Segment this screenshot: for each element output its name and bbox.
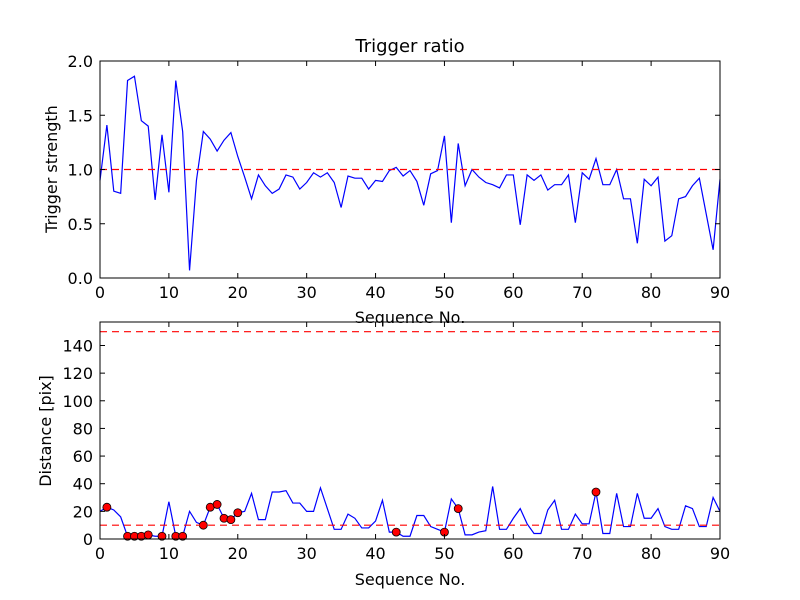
chart-title: Trigger ratio <box>354 36 464 57</box>
x-tick-label: 50 <box>434 283 454 302</box>
y-tick-label: 120 <box>62 364 93 383</box>
x-tick-label: 60 <box>503 544 523 563</box>
x-tick-label: 0 <box>95 283 105 302</box>
data-point <box>157 531 167 541</box>
x-tick-label: 70 <box>572 544 592 563</box>
x-axis-label: Sequence No. <box>355 570 466 589</box>
x-tick-label: 0 <box>95 544 105 563</box>
x-tick-label: 80 <box>641 544 661 563</box>
x-tick-label: 40 <box>365 544 385 563</box>
y-tick-label: 140 <box>62 336 93 355</box>
data-point <box>143 530 153 540</box>
data-point <box>226 515 236 525</box>
x-tick-label: 40 <box>365 283 385 302</box>
x-tick-label: 20 <box>228 544 248 563</box>
x-tick-label: 90 <box>710 544 730 563</box>
x-tick-label: 10 <box>159 544 179 563</box>
y-tick-label: 0.0 <box>68 269 93 288</box>
data-point <box>102 502 112 512</box>
y-tick-label: 60 <box>73 447 93 466</box>
data-point <box>591 487 601 497</box>
x-tick-label: 20 <box>228 283 248 302</box>
trigger-ratio-axes: Trigger ratio Sequence No. Trigger stren… <box>42 36 730 327</box>
y-axis-label: Distance [pix] <box>36 375 55 487</box>
x-tick-label: 90 <box>710 283 730 302</box>
y-tick-label: 0 <box>83 530 93 549</box>
y-tick-label: 0.5 <box>68 215 93 234</box>
y-tick-label: 40 <box>73 475 93 494</box>
y-tick-label: 1.0 <box>68 161 93 180</box>
x-tick-label: 50 <box>434 544 454 563</box>
plot-area <box>99 321 721 541</box>
x-tick-label: 60 <box>503 283 523 302</box>
x-tick-label: 30 <box>296 544 316 563</box>
x-tick-label: 10 <box>159 283 179 302</box>
tick-labels: 0 10 20 30 40 50 60 70 80 90 0 20 40 60 80 100 120 140 <box>62 322 730 563</box>
x-axis-label: Sequence No. <box>355 308 466 327</box>
y-tick-label: 1.5 <box>68 106 93 125</box>
y-axis-label: Trigger strength <box>42 105 61 234</box>
data-point <box>391 527 401 537</box>
distance-axes: Sequence No. Distance [pix] 0 10 20 30 40 50 6… <box>36 321 730 589</box>
data-point <box>178 531 188 541</box>
x-tick-label: 30 <box>296 283 316 302</box>
axes-frame <box>99 321 721 540</box>
tick-labels: 0 10 20 30 40 50 60 70 80 90 0.0 0.5 1.0 1.5 2.0 <box>68 52 731 302</box>
y-tick-label: 80 <box>73 419 93 438</box>
data-point <box>453 504 463 513</box>
y-tick-label: 20 <box>73 502 93 521</box>
y-tick-label: 2.0 <box>68 52 93 71</box>
data-point <box>212 500 222 509</box>
x-tick-label: 70 <box>572 283 592 302</box>
x-tick-label: 80 <box>641 283 661 302</box>
data-point <box>233 508 243 518</box>
y-tick-label: 100 <box>62 392 93 411</box>
